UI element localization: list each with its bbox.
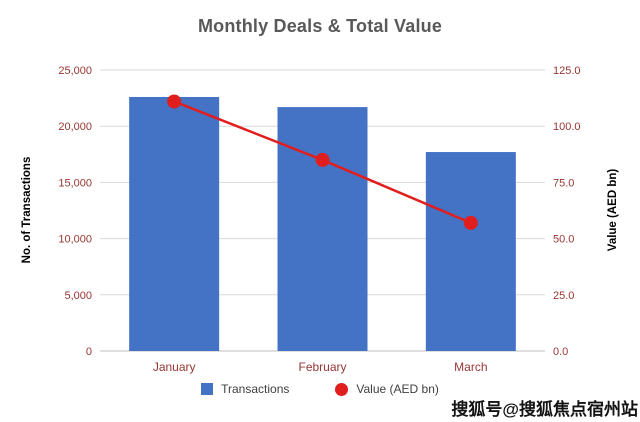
legend-item: Transactions bbox=[201, 382, 289, 396]
bar-january bbox=[129, 96, 220, 351]
right-axis-tick: 50.0 bbox=[553, 234, 574, 246]
chart-title: Monthly Deals & Total Value bbox=[197, 16, 443, 36]
left-axis-tick: 0 bbox=[86, 346, 92, 358]
legend-item: Value (AED bn) bbox=[335, 382, 439, 396]
bar-march bbox=[425, 152, 516, 351]
watermark-text: 搜狐号@搜狐焦点宿州站 bbox=[451, 400, 638, 419]
category-label: March bbox=[454, 360, 487, 374]
right-axis-tick: 25.0 bbox=[553, 290, 574, 302]
right-axis-tick: 125.0 bbox=[553, 65, 581, 77]
category-label: February bbox=[298, 360, 346, 374]
legend: Transactions Value (AED bn) bbox=[0, 382, 640, 396]
left-axis-tick: 5,000 bbox=[64, 290, 92, 302]
point-march bbox=[463, 215, 478, 230]
plot-area: 0 0.0 5,000 25.0 10,000 50.0 15,000 75.0 20,000 1… bbox=[58, 65, 580, 374]
right-axis-title: Value (AED bn) bbox=[607, 169, 619, 252]
point-february bbox=[315, 152, 330, 167]
right-axis-tick: 0.0 bbox=[553, 346, 568, 358]
legend-marker-square bbox=[201, 383, 214, 395]
right-axis-tick: 100.0 bbox=[553, 121, 581, 133]
legend-label: Value (AED bn) bbox=[356, 382, 439, 396]
left-axis-title: No. of Transactions bbox=[21, 157, 33, 264]
right-axis-tick: 75.0 bbox=[553, 177, 574, 189]
left-axis-tick: 10,000 bbox=[58, 234, 92, 246]
point-january bbox=[167, 94, 182, 109]
left-axis-tick: 25,000 bbox=[58, 65, 92, 77]
left-axis-tick: 20,000 bbox=[58, 121, 92, 133]
legend-marker-circle bbox=[335, 382, 349, 396]
category-label: January bbox=[153, 360, 196, 374]
bar-february bbox=[277, 107, 368, 351]
left-axis-tick: 15,000 bbox=[58, 177, 92, 189]
legend-label: Transactions bbox=[221, 382, 290, 396]
